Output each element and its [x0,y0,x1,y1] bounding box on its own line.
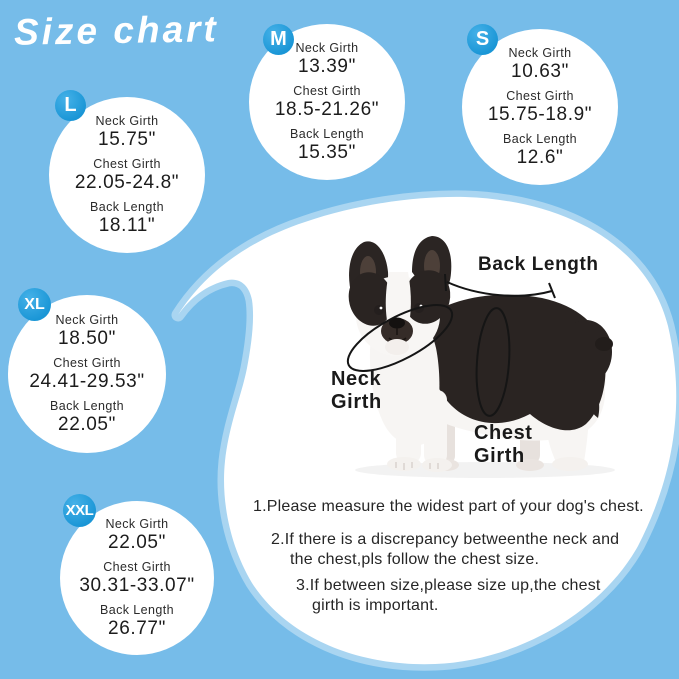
chest-girth-label: Chest Girth [293,83,361,98]
chest-girth-value: 18.5-21.26" [274,98,380,120]
chest-girth-value: 30.31-33.07" [79,574,195,596]
neck-girth-value: 18.50" [58,327,116,349]
size-badge-m: M [263,24,294,55]
dog-illustration [348,236,615,478]
note-3-line1: 3.If between size,please size up,the che… [296,577,601,594]
neck-girth-label: Neck Girth [55,312,119,327]
chest-girth-annotation-line1: Chest [474,422,533,444]
size-badge-s: S [467,24,498,55]
neck-girth-label: Neck Girth [508,45,572,60]
chest-girth-value: 24.41-29.53" [29,370,145,392]
back-length-value: 18.11" [98,214,156,236]
back-length-label: Back Length [290,126,364,141]
neck-girth-label: Neck Girth [105,516,169,531]
back-length-value: 12.6" [516,146,564,168]
note-1: 1.Please measure the widest part of your… [253,498,644,515]
note-2-line1: 2.If there is a discrepancy betweenthe n… [271,531,620,548]
chest-girth-value: 15.75-18.9" [487,103,593,125]
back-length-label: Back Length [503,131,577,146]
size-badge-xl: XL [18,288,51,321]
page-title: Size chart [13,8,220,53]
size-circle-xl: Neck Girth 18.50" Chest Girth 24.41-29.5… [8,295,166,453]
back-length-label: Back Length [100,602,174,617]
neck-girth-label: Neck Girth [95,113,159,128]
chest-girth-annotation: Chest Girth [474,422,533,468]
dog-tail [595,337,613,351]
chest-girth-label: Chest Girth [93,156,161,171]
neck-girth-annotation-line1: Neck [331,368,382,390]
size-circle-xxl: Neck Girth 22.05" Chest Girth 30.31-33.0… [60,501,214,655]
back-length-value: 26.77" [108,617,166,639]
neck-girth-annotation-line2: Girth [331,391,382,413]
neck-girth-value: 22.05" [108,531,166,553]
size-circle-l: Neck Girth 15.75" Chest Girth 22.05-24.8… [49,97,205,253]
neck-girth-value: 10.63" [511,60,569,82]
size-badge-xxl: XXL [63,494,96,527]
back-length-value: 22.05" [58,413,116,435]
chest-girth-label: Chest Girth [53,355,121,370]
neck-girth-value: 13.39" [298,55,356,77]
neck-girth-ellipse [346,304,454,372]
chest-girth-ellipse [475,307,511,417]
note-2-line2: the chest,pls follow the chest size. [290,551,540,568]
chest-girth-label: Chest Girth [506,88,574,103]
dog-nose [389,317,405,329]
back-length-label: Back Length [50,398,124,413]
neck-girth-value: 15.75" [98,128,156,150]
back-length-annotation: Back Length [478,254,599,275]
back-length-arrow [446,281,553,297]
chest-girth-annotation-line2: Girth [474,445,525,467]
size-badge-l: L [55,90,86,121]
chest-girth-label: Chest Girth [103,559,171,574]
note-3-line2: girth is important. [312,597,439,614]
neck-girth-label: Neck Girth [295,40,359,55]
size-circle-s: Neck Girth 10.63" Chest Girth 15.75-18.9… [462,29,618,185]
chest-girth-value: 22.05-24.8" [74,171,180,193]
back-length-value: 15.35" [298,141,356,163]
neck-girth-annotation: Neck Girth [331,368,382,414]
back-length-label: Back Length [90,199,164,214]
